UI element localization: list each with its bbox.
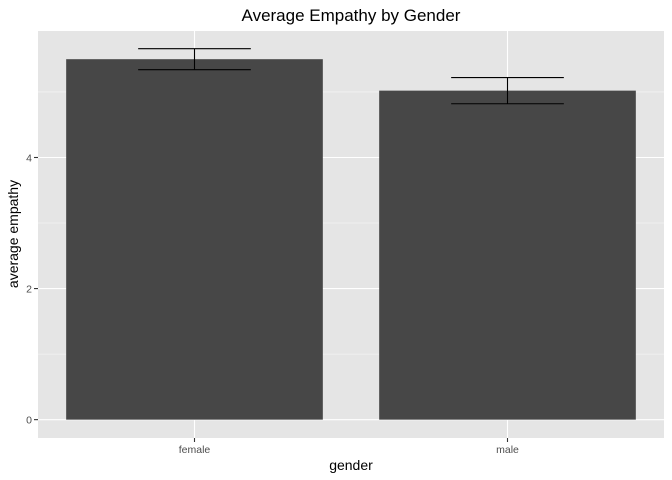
y-tick-label: 2 bbox=[26, 284, 32, 296]
y-axis: 0 2 4 bbox=[26, 152, 38, 427]
y-tick-label: 0 bbox=[26, 415, 32, 427]
x-tick-label: female bbox=[179, 444, 211, 456]
y-axis-title: average empathy bbox=[5, 180, 21, 288]
x-axis-title: gender bbox=[329, 457, 373, 473]
chart-title: Average Empathy by Gender bbox=[242, 6, 461, 25]
bars bbox=[66, 59, 636, 420]
y-tick-label: 4 bbox=[26, 152, 32, 164]
bar-female bbox=[66, 59, 323, 420]
error-bars bbox=[138, 48, 564, 105]
x-axis: female male bbox=[179, 438, 519, 456]
x-tick-label: male bbox=[496, 444, 519, 456]
bar-male bbox=[379, 90, 636, 420]
